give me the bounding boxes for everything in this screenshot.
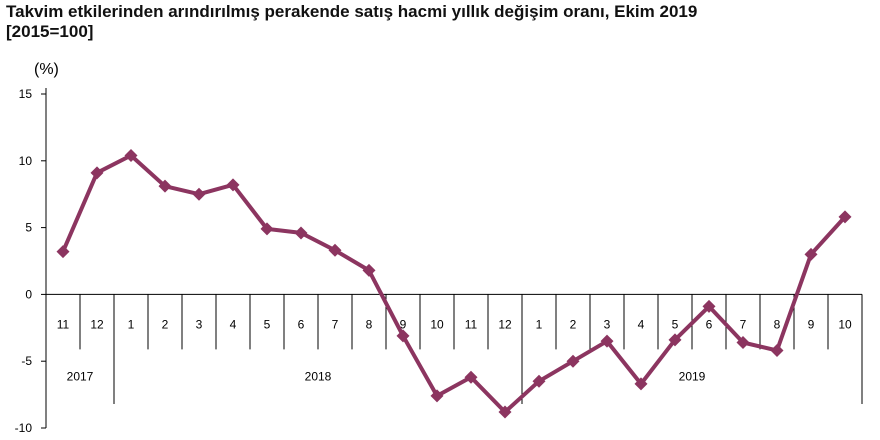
x-tick-label: 4	[230, 317, 237, 331]
x-tick-label: 7	[740, 317, 747, 331]
x-tick-label: 6	[298, 317, 305, 331]
data-point	[804, 247, 818, 261]
chart-title: Takvim etkilerinden arındırılmış peraken…	[6, 2, 876, 42]
x-tick-label: 3	[604, 317, 611, 331]
x-tick-label: 2	[162, 317, 169, 331]
x-tick-label: 9	[400, 317, 407, 331]
x-tick-label: 10	[838, 317, 852, 331]
x-tick-label: 12	[498, 317, 512, 331]
x-tick-label: 7	[332, 317, 339, 331]
x-tick-label: 1	[536, 317, 543, 331]
data-point	[498, 405, 512, 419]
x-tick-label: 12	[90, 317, 104, 331]
data-point	[294, 226, 308, 240]
year-label: 2017	[67, 369, 94, 383]
data-point	[328, 243, 342, 257]
data-point	[124, 148, 138, 162]
data-point	[396, 329, 410, 343]
series-line	[61, 153, 847, 414]
data-point	[260, 222, 274, 236]
x-tick-label: 8	[774, 317, 781, 331]
data-point	[770, 344, 784, 358]
x-tick-label: 5	[264, 317, 271, 331]
x-tick-label: 2	[570, 317, 577, 331]
x-tick-label: 8	[366, 317, 373, 331]
data-point	[430, 389, 444, 403]
chart-title-line1: Takvim etkilerinden arındırılmış peraken…	[6, 2, 698, 21]
data-point	[668, 333, 682, 347]
y-tick-label: -5	[21, 354, 32, 368]
year-label: 2019	[679, 369, 706, 383]
data-point	[532, 374, 546, 388]
x-tick-label: 11	[57, 317, 70, 331]
data-point	[736, 335, 750, 349]
year-label: 2018	[305, 369, 332, 383]
series-group	[56, 148, 852, 419]
y-tick-label: 15	[19, 87, 33, 101]
x-tick-label: 4	[638, 317, 645, 331]
data-point	[362, 263, 376, 277]
data-point	[838, 210, 852, 224]
data-point	[192, 187, 206, 201]
y-tick-label: -10	[15, 421, 33, 435]
data-point	[90, 166, 104, 180]
x-tick-label: 11	[465, 317, 478, 331]
y-axis-label: (%)	[34, 61, 59, 78]
x-tick-label: 10	[430, 317, 444, 331]
x-tick-label: 3	[196, 317, 203, 331]
data-point	[634, 377, 648, 391]
data-point	[226, 178, 240, 192]
data-point	[702, 299, 716, 313]
data-point	[158, 179, 172, 193]
data-point	[56, 245, 70, 259]
x-tick-label: 5	[672, 317, 679, 331]
chart-title-line2: [2015=100]	[6, 22, 94, 41]
x-tick-label: 1	[128, 317, 135, 331]
y-tick-label: 5	[25, 221, 32, 235]
data-point	[566, 354, 580, 368]
y-tick-label: 10	[19, 154, 33, 168]
data-point	[464, 370, 478, 384]
x-tick-label: 6	[706, 317, 713, 331]
x-tick-label: 9	[808, 317, 815, 331]
y-tick-label: 0	[25, 287, 32, 301]
data-point	[600, 334, 614, 348]
